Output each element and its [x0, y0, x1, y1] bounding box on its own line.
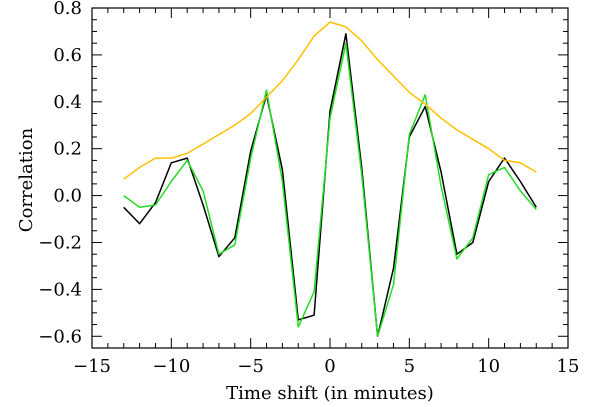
plot-frame: [91, 7, 569, 349]
x-tick-label: −5: [237, 356, 264, 377]
x-tick-label: 10: [477, 356, 500, 377]
y-tick-label: 0.2: [53, 139, 82, 160]
x-tick-label: 5: [404, 356, 415, 377]
y-axis-title: Correlation: [16, 127, 37, 232]
y-tick-label: −0.4: [38, 279, 82, 300]
x-tick-label: 0: [324, 356, 335, 377]
x-tick-label: 15: [557, 356, 580, 377]
y-tick-label: 0.8: [53, 0, 82, 19]
series-line-3: [123, 21, 537, 180]
series-line-2: [123, 42, 537, 338]
y-tick-label: −0.6: [38, 326, 82, 347]
y-tick-label: 0.6: [53, 45, 82, 66]
y-tick-label: 0.4: [53, 92, 82, 113]
series-layer: [123, 21, 537, 338]
x-axis-title: Time shift (in minutes): [226, 383, 434, 404]
y-tick-label: −0.2: [38, 232, 82, 253]
x-tick-label: −15: [73, 356, 111, 377]
series-line-1: [123, 33, 537, 338]
x-tick-label: −10: [152, 356, 190, 377]
y-tick-label: 0.0: [53, 186, 82, 207]
axes: −15 −10 −5 0 5 10 15 −0.6 −0.4 −0.2 0.0 0.2 0.4 0.6 0.…: [38, 0, 579, 377]
